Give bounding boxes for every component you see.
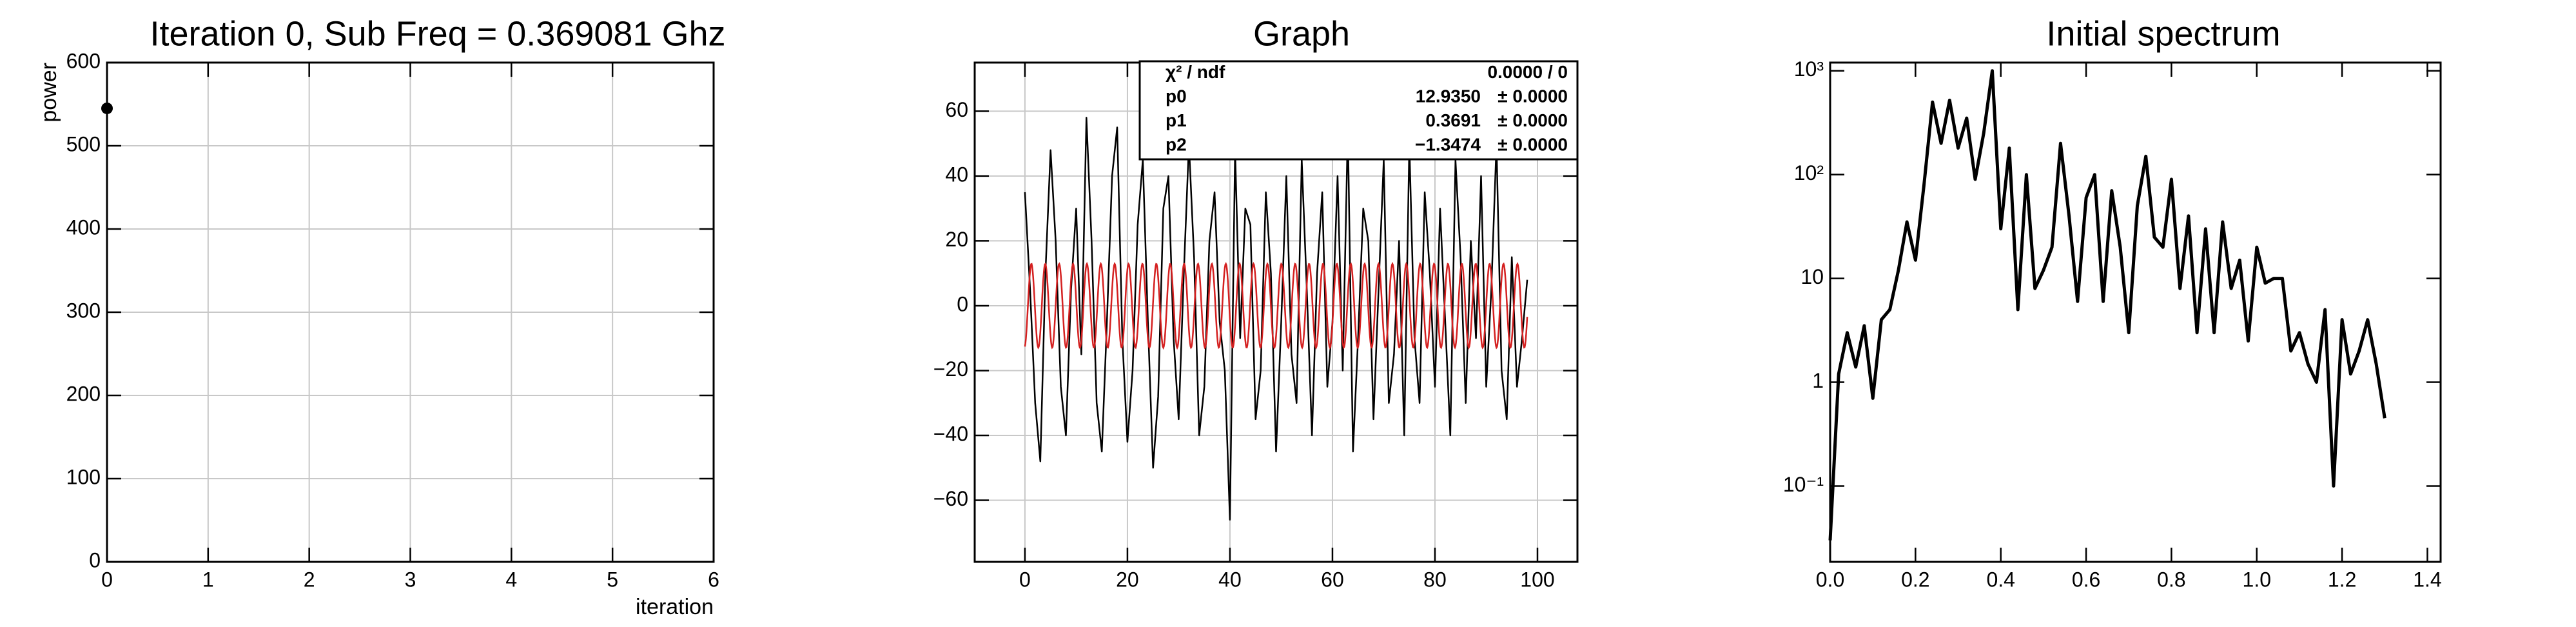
y-tick-label: 10⁻¹ <box>1783 473 1824 496</box>
x-tick-label: 0.0 <box>1816 568 1844 591</box>
panel: Graph 0 20 40 60 80 100 −60 −40 −20 0 20 40 60 χ² / nd… <box>933 14 1579 591</box>
plot-frame <box>1829 61 2442 563</box>
x-tick-label: 5 <box>607 568 618 591</box>
x-tick-label: 80 <box>1423 568 1447 591</box>
y-axis-label: power <box>37 63 61 123</box>
y-tick-label: 20 <box>945 228 968 251</box>
stats-label: p2 <box>1166 135 1187 155</box>
x-tick-label: 0 <box>101 568 113 591</box>
stats-error: ± 0.0000 <box>1498 135 1568 155</box>
stats-error: ± 0.0000 <box>1498 110 1568 130</box>
data-line <box>1024 117 1528 521</box>
y-tick-label: −40 <box>933 422 968 445</box>
stats-value: 0.3691 <box>1425 110 1481 130</box>
stats-error: ± 0.0000 <box>1498 86 1568 106</box>
y-tick-label: 1 <box>1812 369 1824 392</box>
x-tick-label: 0.2 <box>1901 568 1929 591</box>
y-tick-label: 60 <box>945 98 968 121</box>
y-tick-label: 10 <box>1800 265 1824 288</box>
stats-value: 0.0000 / 0 <box>1487 62 1568 82</box>
y-tick-label: 500 <box>66 132 101 155</box>
y-tick-label: 10³ <box>1794 57 1824 81</box>
x-tick-label: 100 <box>1520 568 1554 591</box>
stats-box <box>1138 60 1579 161</box>
panel: Initial spectrum 0.0 0.2 0.4 0.6 0.8 1.0 1.2 1.4… <box>1783 14 2442 591</box>
y-tick-label: 0 <box>89 548 101 572</box>
x-tick-label: 2 <box>304 568 315 591</box>
x-tick-label: 4 <box>505 568 517 591</box>
x-tick-label: 0.6 <box>2072 568 2100 591</box>
chart-title: Iteration 0, Sub Freq = 0.369081 Ghz <box>150 14 725 53</box>
stats-label: p0 <box>1166 86 1187 106</box>
x-tick-label: 0.8 <box>2157 568 2185 591</box>
y-tick-label: 0 <box>957 292 968 315</box>
panel: Iteration 0, Sub Freq = 0.369081 Ghz iter… <box>37 14 726 619</box>
y-tick-label: 100 <box>66 465 101 488</box>
x-tick-label: 0 <box>1019 568 1031 591</box>
x-tick-label: 1.4 <box>2413 568 2441 591</box>
y-tick-label: 300 <box>66 299 101 322</box>
plot-frame <box>106 61 715 563</box>
stats-value: −1.3474 <box>1415 135 1481 155</box>
x-tick-label: 40 <box>1218 568 1242 591</box>
data-line <box>1828 69 2386 541</box>
x-tick-label: 1.2 <box>2328 568 2356 591</box>
x-tick-label: 1.0 <box>2243 568 2271 591</box>
x-tick-label: 0.4 <box>1986 568 2015 591</box>
stats-label: χ² / ndf <box>1166 62 1225 82</box>
y-tick-label: 200 <box>66 382 101 405</box>
chart-title: Initial spectrum <box>2046 14 2280 53</box>
x-axis-label: iteration <box>636 595 714 619</box>
y-tick-label: 10² <box>1794 161 1824 184</box>
stats-label: p1 <box>1166 110 1187 130</box>
x-tick-label: 6 <box>708 568 719 591</box>
y-tick-label: −20 <box>933 357 968 381</box>
fit-curve <box>1024 261 1528 350</box>
chart-title: Graph <box>1253 14 1350 53</box>
y-tick-label: 600 <box>66 49 101 72</box>
x-tick-label: 20 <box>1116 568 1139 591</box>
y-tick-label: 400 <box>66 215 101 239</box>
point <box>101 102 113 114</box>
y-tick-label: 40 <box>945 163 968 186</box>
y-tick-label: −60 <box>933 487 968 510</box>
x-tick-label: 1 <box>202 568 214 591</box>
x-tick-label: 60 <box>1321 568 1344 591</box>
x-tick-label: 3 <box>405 568 416 591</box>
stats-value: 12.9350 <box>1416 86 1481 106</box>
